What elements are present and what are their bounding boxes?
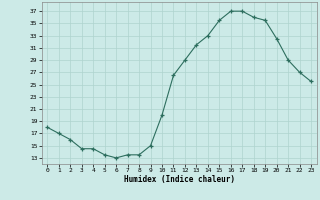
X-axis label: Humidex (Indice chaleur): Humidex (Indice chaleur) — [124, 175, 235, 184]
